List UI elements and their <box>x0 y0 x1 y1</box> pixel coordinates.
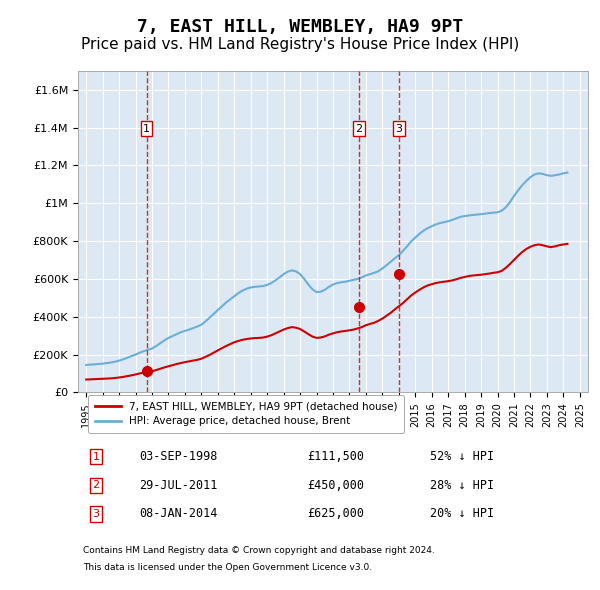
Text: Price paid vs. HM Land Registry's House Price Index (HPI): Price paid vs. HM Land Registry's House … <box>81 37 519 52</box>
Text: 2: 2 <box>355 124 362 134</box>
Text: 03-SEP-1998: 03-SEP-1998 <box>139 450 218 463</box>
Text: £450,000: £450,000 <box>308 479 365 492</box>
Text: 29-JUL-2011: 29-JUL-2011 <box>139 479 218 492</box>
Text: 3: 3 <box>395 124 403 134</box>
Text: 52% ↓ HPI: 52% ↓ HPI <box>430 450 494 463</box>
Text: £111,500: £111,500 <box>308 450 365 463</box>
Text: 3: 3 <box>92 509 100 519</box>
Text: 28% ↓ HPI: 28% ↓ HPI <box>430 479 494 492</box>
Text: 2: 2 <box>92 480 100 490</box>
Text: 1: 1 <box>143 124 150 134</box>
Text: 20% ↓ HPI: 20% ↓ HPI <box>430 507 494 520</box>
Legend: 7, EAST HILL, WEMBLEY, HA9 9PT (detached house), HPI: Average price, detached ho: 7, EAST HILL, WEMBLEY, HA9 9PT (detached… <box>88 395 404 432</box>
Text: 08-JAN-2014: 08-JAN-2014 <box>139 507 218 520</box>
Text: £625,000: £625,000 <box>308 507 365 520</box>
Text: This data is licensed under the Open Government Licence v3.0.: This data is licensed under the Open Gov… <box>83 563 372 572</box>
Text: 7, EAST HILL, WEMBLEY, HA9 9PT: 7, EAST HILL, WEMBLEY, HA9 9PT <box>137 18 463 35</box>
Text: Contains HM Land Registry data © Crown copyright and database right 2024.: Contains HM Land Registry data © Crown c… <box>83 546 435 555</box>
Text: 1: 1 <box>92 452 100 462</box>
